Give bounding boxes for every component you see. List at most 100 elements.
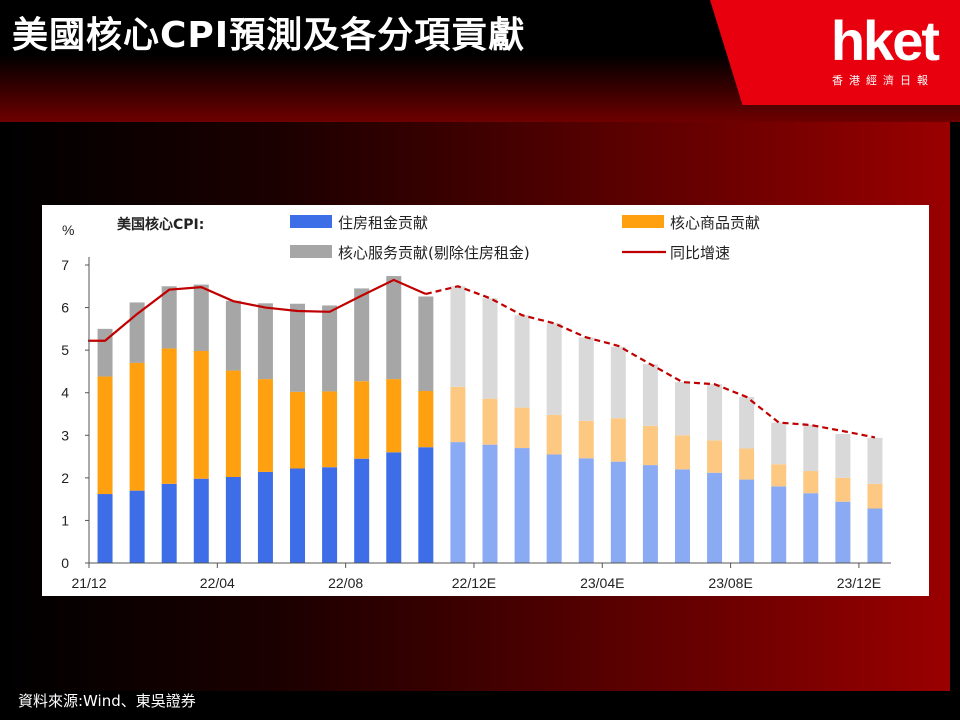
legend-title: 美国核心CPI: (117, 216, 204, 233)
bar-segment (642, 364, 658, 426)
bar-segment (129, 362, 145, 491)
bar-segment (546, 323, 562, 415)
y-tick-label: 0 (61, 555, 69, 571)
cpi-yoy-line-forecast (425, 285, 876, 439)
bar-segment (642, 465, 658, 563)
brand-logo-subtitle: 香港經濟日報 (832, 74, 934, 87)
x-tick-label: 22/12E (452, 575, 496, 591)
bar-segment (450, 386, 466, 443)
x-tick-label: 22/04 (200, 575, 235, 591)
bar-segment (193, 478, 209, 563)
x-tick-label: 23/08E (708, 575, 752, 591)
chart-panel: 0 1 2 3 4 5 6 7% 21/12 22/04 22/08 22/12E 23/04E 23/0… (42, 205, 929, 596)
bar-segment (129, 302, 145, 363)
y-tick-label: 4 (61, 385, 69, 401)
bar-segment (610, 461, 626, 563)
bar-segment (674, 469, 690, 563)
bar-segment (482, 398, 498, 445)
bar-segment (450, 442, 466, 563)
bar-segment (578, 458, 594, 563)
x-tick-label: 23/04E (580, 575, 624, 591)
bar-segment (867, 437, 883, 484)
bar-segment (322, 391, 338, 468)
bar-segment (386, 452, 402, 563)
bar-segment (803, 493, 819, 563)
bar-segment (546, 454, 562, 563)
bar-segment (354, 458, 370, 563)
bar-segment (193, 350, 209, 479)
bar-segment (707, 384, 723, 441)
bar-segment (546, 414, 562, 455)
bar-segment (578, 337, 594, 421)
bar-segment (514, 407, 530, 449)
bar-segment (322, 305, 338, 392)
legend-swatch (622, 215, 664, 228)
bar-segment (642, 425, 658, 466)
x-tick-label: 22/08 (328, 575, 363, 591)
bar-segment (257, 303, 273, 380)
bar-segment (867, 483, 883, 509)
bar-segment (610, 346, 626, 419)
bar-segment (322, 467, 338, 563)
bar-segment (835, 477, 851, 502)
bar-segment (386, 276, 402, 380)
y-tick-label: 5 (61, 342, 69, 358)
bar-segment (97, 494, 113, 563)
bar-segment (514, 315, 530, 408)
bar-segment (161, 483, 177, 563)
bar-segment (867, 508, 883, 563)
x-tick-label: 21/12 (71, 575, 106, 591)
bar-segment (739, 448, 755, 480)
cpi-chart: 0 1 2 3 4 5 6 7% 21/12 22/04 22/08 22/12E 23/04E 23/0… (61, 214, 891, 591)
bar-segment (771, 486, 787, 563)
bar-segment (482, 298, 498, 399)
bar-segment (514, 448, 530, 563)
bar-segment (129, 490, 145, 563)
bar-segment (418, 296, 434, 392)
bar-segment (803, 471, 819, 494)
bar-segment (739, 479, 755, 563)
bar-segment (578, 420, 594, 459)
bar-segment (610, 418, 626, 462)
bar-segment (225, 477, 241, 563)
bar-segment (771, 464, 787, 487)
bar-segment (739, 396, 755, 449)
bar-segment (225, 300, 241, 371)
y-tick-label: 7 (61, 257, 69, 273)
bar-segment (418, 391, 434, 448)
bar-segment (835, 501, 851, 563)
bar-segment (257, 471, 273, 563)
page-title: 美國核心CPI預測及各分項貢獻 (12, 15, 526, 56)
cpi-yoy-line-actual (88, 278, 427, 342)
bar-segment (193, 284, 209, 351)
bar-segment (707, 440, 723, 473)
y-tick-label: 3 (61, 427, 69, 443)
y-tick-label: 1 (61, 512, 69, 528)
bar-segment (674, 435, 690, 470)
bar-segment (225, 370, 241, 478)
y-axis-unit: % (62, 222, 74, 238)
bar-segment (482, 444, 498, 563)
bar-segment (771, 422, 787, 465)
legend-label: 同比增速 (670, 244, 730, 262)
bar-segment (418, 447, 434, 563)
x-tick-label: 23/12E (837, 575, 881, 591)
source-note: 資料來源:Wind、東吳證券 (18, 692, 196, 710)
bar-segment (354, 381, 370, 459)
bar-segment (290, 468, 306, 563)
legend-swatch (290, 245, 332, 258)
bar-segment (450, 286, 466, 387)
legend-label: 核心服务贡献(剔除住房租金) (338, 244, 530, 262)
bar-segment (354, 288, 370, 382)
legend-label: 住房租金贡献 (338, 214, 428, 232)
bar-segment (290, 391, 306, 469)
brand-logo-panel: hket 香港經濟日報 (710, 0, 960, 105)
bar-segment (257, 379, 273, 472)
bar-segment (707, 472, 723, 563)
y-tick-label: 2 (61, 470, 69, 486)
brand-logo: hket (830, 9, 940, 72)
bar-segment (803, 425, 819, 472)
bar-segment (674, 382, 690, 436)
bar-segment (161, 348, 177, 484)
bar-segment (835, 434, 851, 478)
